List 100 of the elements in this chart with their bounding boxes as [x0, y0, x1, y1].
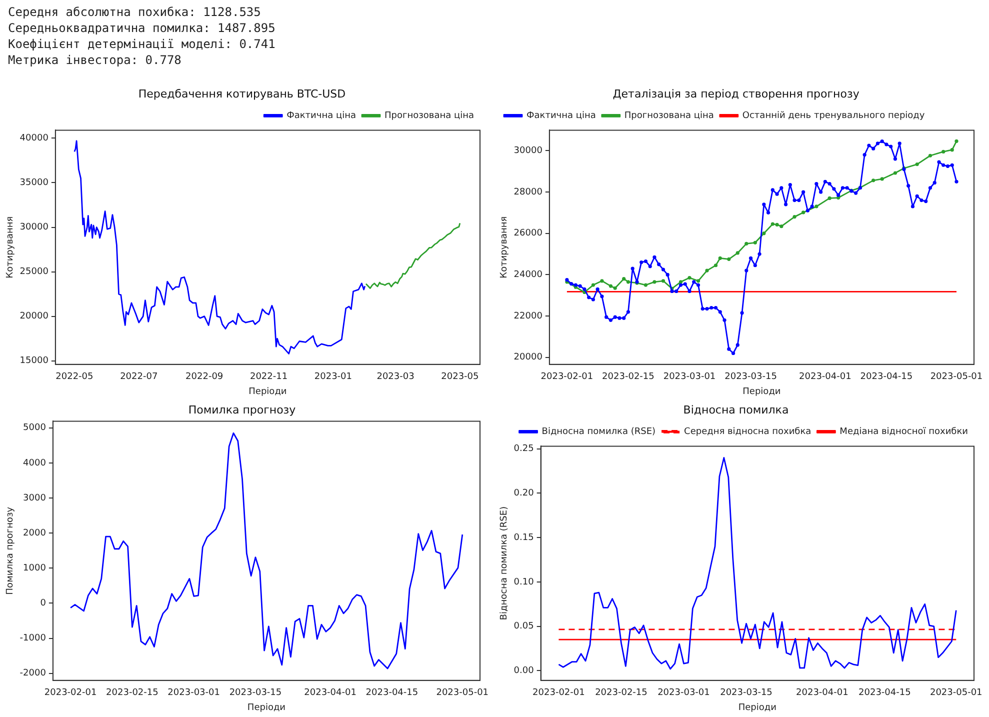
point: [893, 171, 898, 175]
chart-title: Помилка прогнозу: [188, 403, 296, 416]
point: [678, 280, 683, 284]
point: [727, 257, 731, 261]
point: [600, 279, 604, 283]
x-axis-title: Періоди: [247, 702, 286, 713]
legend-label: Відносна помилка (RSE): [542, 427, 656, 438]
x-tick-label: 2023-04-15: [366, 688, 418, 698]
y-tick-label: 40000: [20, 134, 49, 144]
legend-label: Середня відносна похибка: [684, 427, 812, 438]
x-tick-label: 2023-03-01: [658, 688, 710, 698]
y-tick-label: -1000: [20, 634, 46, 644]
y-tick-label: 0.00: [514, 666, 534, 676]
x-tick-label: 2023-02-01: [540, 372, 594, 382]
point: [744, 242, 748, 246]
point: [736, 251, 740, 255]
y-tick-label: 35000: [20, 178, 49, 188]
point: [718, 256, 722, 260]
y-tick-label: 20000: [514, 352, 543, 363]
legend-label: Медіана відносної похибки: [840, 427, 968, 438]
x-tick-label: 2023-03-15: [720, 688, 772, 698]
y-tick-label: 0.25: [514, 444, 534, 454]
y-tick-label: 24000: [514, 270, 543, 280]
legend-label: Останній день тренувального періоду: [742, 111, 926, 122]
x-tick-label: 2023-02-15: [602, 372, 654, 382]
point: [915, 162, 919, 166]
y-tick-label: 26000: [514, 228, 543, 239]
chart-title: Відносна помилка: [683, 403, 789, 416]
point: [591, 283, 595, 287]
x-tick-label: 2023-04-01: [799, 372, 852, 382]
legend-label: Фактична ціна: [526, 111, 596, 122]
legend-label: Прогнозована ціна: [624, 111, 714, 122]
point: [801, 210, 806, 214]
y-tick-label: 15000: [20, 356, 49, 366]
point: [652, 280, 656, 284]
x-tick-label: 2022-07: [120, 372, 158, 382]
x-tick-label: 2023-02-01: [532, 688, 585, 698]
point: [688, 276, 692, 280]
x-tick-label: 2023-02-01: [44, 688, 97, 698]
y-tick-label: 30000: [514, 146, 543, 156]
x-tick-label: 2023-01: [314, 372, 352, 382]
point: [942, 150, 946, 154]
point: [661, 279, 666, 283]
point: [928, 154, 932, 158]
y-tick-label: 0.20: [514, 488, 534, 499]
y-axis-title: Котирування: [500, 216, 510, 278]
point: [872, 178, 876, 182]
legend-label: Прогнозована ціна: [384, 111, 474, 122]
y-tick-label: 20000: [20, 312, 49, 322]
text: Середньоквадратична помилка: 1487.895: [8, 20, 276, 36]
y-axis-title: Відносна помилка (RSE): [500, 506, 510, 620]
x-tick-label: 2023-05: [441, 372, 479, 382]
point: [950, 148, 954, 152]
x-tick-label: 2023-05-01: [930, 688, 982, 698]
point: [792, 215, 796, 219]
point: [775, 222, 779, 226]
x-tick-label: 2023-04-01: [304, 688, 356, 698]
x-tick-label: 2022-11: [250, 372, 288, 382]
y-tick-label: -2000: [20, 668, 46, 679]
point: [626, 280, 630, 284]
y-tick-label: 1000: [23, 564, 46, 574]
chart-title: Деталізація за період створення прогнозу: [612, 87, 860, 100]
x-tick-label: 2022-05: [56, 372, 94, 382]
point: [705, 268, 709, 272]
y-axis-title: Помилка прогнозу: [6, 506, 16, 595]
point: [828, 196, 832, 200]
point: [696, 279, 700, 283]
y-tick-label: 30000: [20, 222, 49, 233]
x-tick-label: 2023-04-15: [858, 688, 911, 698]
text: Коефіцієнт детермінації моделі: 0.741: [8, 36, 276, 52]
x-tick-label: 2023-04-01: [796, 688, 848, 698]
y-axis-title: Котирування: [6, 216, 16, 278]
point: [814, 204, 818, 208]
y-tick-label: 22000: [514, 311, 543, 322]
x-tick-label: 2023-03-01: [168, 688, 220, 698]
chart-title: Передбачення котирувань BTC-USD: [138, 87, 346, 100]
x-tick-label: 2023-02-15: [595, 688, 648, 698]
x-tick-label: 2023-03-01: [663, 372, 716, 382]
y-tick-label: 28000: [514, 187, 543, 198]
y-tick-label: 0: [40, 598, 46, 609]
x-tick-label: 2023-03: [376, 372, 414, 382]
point: [714, 264, 718, 268]
y-tick-label: 25000: [20, 267, 49, 278]
point: [608, 284, 613, 288]
y-tick-label: 4000: [23, 458, 46, 468]
x-axis-title: Періоди: [742, 386, 781, 397]
x-tick-label: 2023-03-15: [229, 688, 282, 698]
point: [753, 240, 757, 244]
legend-label: Фактична ціна: [286, 111, 356, 122]
text: Метрика інвестора: 0.778: [8, 52, 182, 68]
point: [622, 277, 626, 281]
y-tick-label: 0.10: [514, 577, 534, 588]
x-axis-title: Періоди: [738, 702, 777, 713]
point: [762, 232, 766, 236]
x-tick-label: 2023-03-15: [724, 372, 777, 382]
x-tick-label: 2023-02-15: [106, 688, 158, 698]
text: Середня абсолютна похибка: 1128.535: [8, 4, 262, 20]
point: [780, 224, 784, 228]
y-tick-label: 5000: [23, 423, 46, 434]
x-tick-label: 2023-04-15: [860, 372, 913, 382]
